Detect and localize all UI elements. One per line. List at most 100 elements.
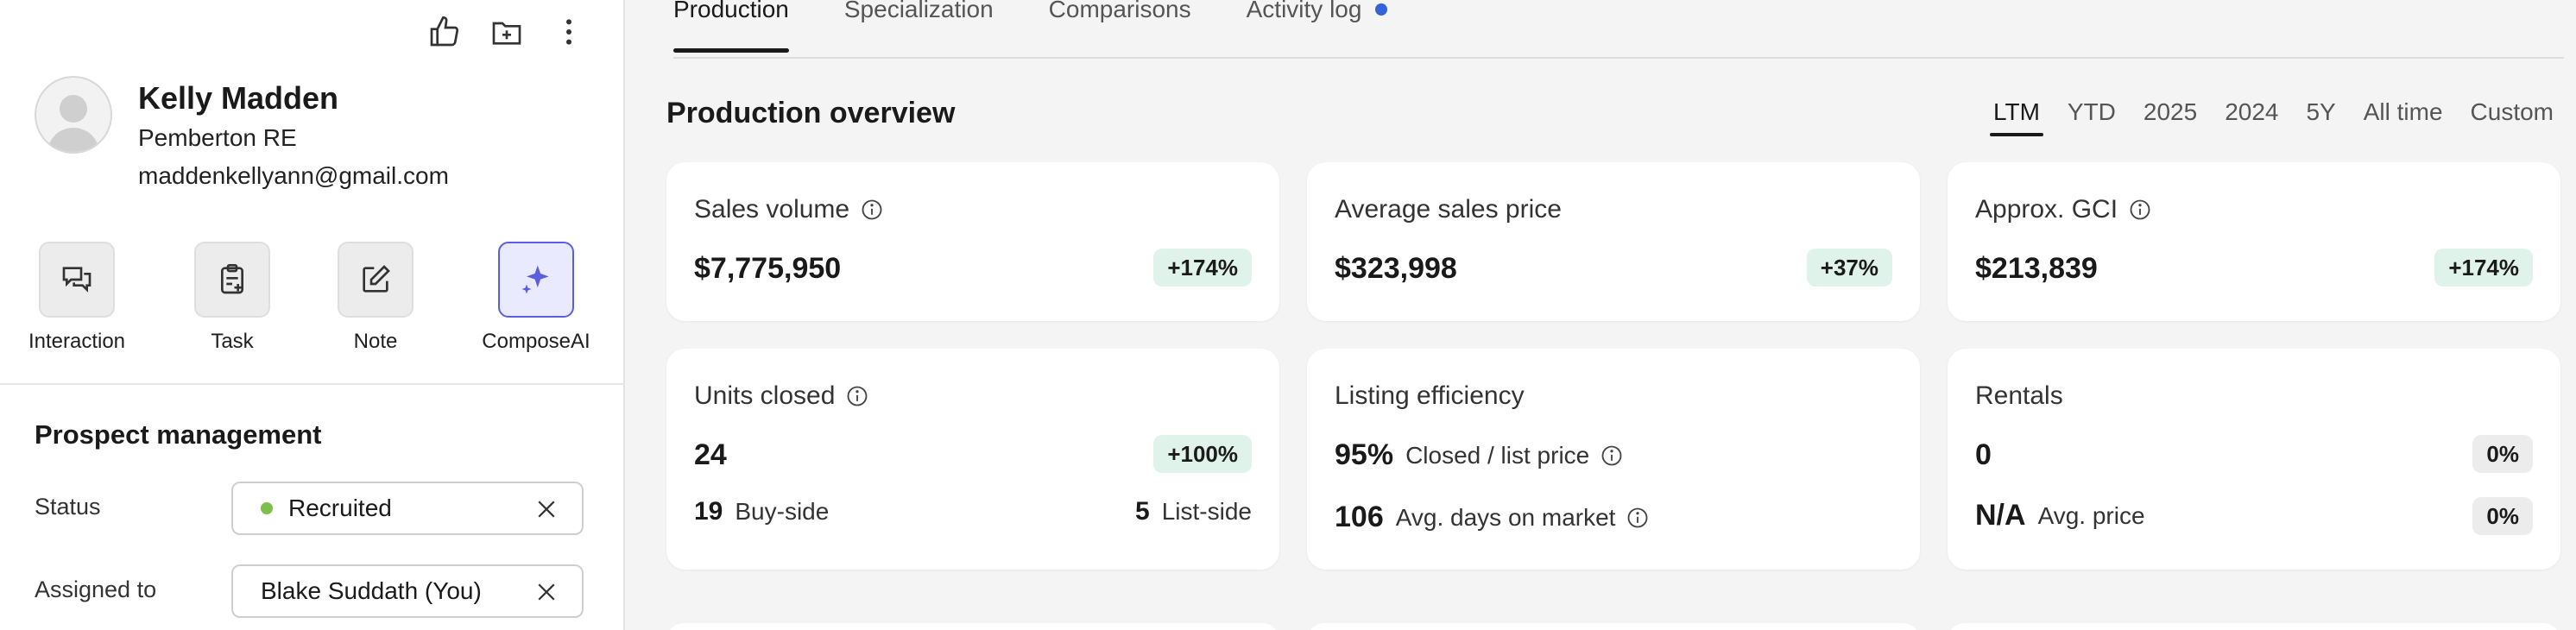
more-vertical-icon[interactable] (549, 12, 589, 52)
rentals-title: Rentals (1975, 381, 2063, 411)
approx-gci-title: Approx. GCI (1975, 195, 2152, 224)
average-sales-price-change-badge: +37% (1806, 249, 1892, 287)
note-button[interactable] (338, 242, 414, 318)
info-icon[interactable] (1600, 444, 1624, 468)
tab-activity-log-label: Activity log (1246, 0, 1362, 22)
sales-volume-value: $7,775,950 (694, 252, 842, 285)
listing-efficiency-title: Listing efficiency (1335, 381, 1525, 411)
approx-gci-value: $213,839 (1975, 252, 2098, 285)
closed-list-ratio-label: Closed / list price (1405, 441, 1590, 469)
list-side-stat: 5 List-side (1135, 497, 1252, 526)
folder-add-icon[interactable] (487, 12, 527, 52)
approx-gci-change-badge: +174% (2434, 249, 2533, 287)
composeai-action[interactable]: ComposeAI (463, 242, 609, 354)
days-on-market-label: Avg. days on market (1395, 503, 1616, 531)
contact-company: Pemberton RE (138, 124, 297, 151)
assigned-field[interactable]: Blake Suddath (You) (231, 564, 584, 618)
listing-efficiency-card: Listing efficiency 95% Closed / list pri… (1307, 349, 1920, 570)
interaction-button[interactable] (39, 242, 115, 318)
approx-gci-label: Approx. GCI (1975, 195, 2118, 224)
info-icon[interactable] (1626, 506, 1650, 530)
info-icon[interactable] (2128, 198, 2152, 222)
rentals-card: Rentals 0 0% N/A Avg. price 0% (1948, 349, 2560, 570)
sales-volume-change-badge: +174% (1153, 249, 1252, 287)
assigned-label: Assigned to (35, 576, 157, 602)
info-icon[interactable] (860, 198, 884, 222)
days-on-market-value: 106 (1335, 501, 1384, 533)
period-2025[interactable]: 2025 (2143, 98, 2198, 125)
composeai-label: ComposeAI (482, 330, 590, 353)
buy-side-count: 19 (694, 497, 723, 526)
note-label: Note (353, 330, 398, 353)
buy-side-stat: 19 Buy-side (694, 497, 829, 526)
period-ytd[interactable]: YTD (2067, 98, 2116, 125)
interaction-action[interactable]: Interaction (3, 242, 150, 354)
units-closed-card: Units closed 24 +100% 19 Buy-side 5 List… (666, 349, 1279, 570)
tab-bar: Production Specialization Comparisons Ac… (673, 0, 1388, 57)
task-button[interactable] (194, 242, 270, 318)
listing-efficiency-label: Listing efficiency (1335, 381, 1525, 410)
contact-panel: Kelly Madden Pemberton RE maddenkellyann… (0, 0, 625, 630)
period-custom[interactable]: Custom (2470, 98, 2554, 125)
average-sales-price-title: Average sales price (1335, 195, 1562, 224)
status-value: Recruited (288, 495, 392, 521)
task-action[interactable]: Task (159, 242, 306, 354)
days-on-market-stat: 106 Avg. days on market (1335, 501, 1650, 534)
rentals-avg-price-value: N/A (1975, 499, 2026, 532)
main-content: Production Specialization Comparisons Ac… (627, 0, 2576, 630)
units-closed-change-badge: +100% (1153, 435, 1252, 473)
units-closed-label: Units closed (694, 381, 836, 410)
assigned-value: Blake Suddath (You) (261, 577, 482, 604)
tab-underline (673, 57, 2564, 59)
note-action[interactable]: Note (302, 242, 449, 354)
composeai-button[interactable] (498, 242, 574, 318)
thumbs-up-icon[interactable] (425, 12, 464, 52)
period-5y[interactable]: 5Y (2306, 98, 2336, 125)
rentals-avg-price-stat: N/A Avg. price (1975, 499, 2145, 532)
contact-actions (425, 12, 589, 52)
units-closed-value: 24 (694, 438, 727, 471)
production-overview-title: Production overview (666, 97, 956, 129)
prospect-management-title: Prospect management (35, 419, 322, 450)
rentals-avg-price-badge: 0% (2472, 497, 2533, 535)
chat-bubbles-icon (62, 267, 92, 293)
rentals-change-badge: 0% (2472, 435, 2533, 473)
next-card-peek (1948, 623, 2560, 630)
average-sales-price-label: Average sales price (1335, 195, 1562, 224)
list-side-count: 5 (1135, 497, 1150, 526)
rentals-label: Rentals (1975, 381, 2063, 410)
tab-specialization[interactable]: Specialization (843, 0, 994, 22)
profile-info: Kelly Madden Pemberton RE maddenkellyann… (138, 79, 449, 192)
next-card-peek (1307, 623, 1920, 630)
clear-assigned-icon[interactable] (534, 579, 559, 605)
status-label: Status (35, 494, 101, 520)
clipboard-add-icon (221, 264, 243, 294)
closed-list-price-stat: 95% Closed / list price (1335, 438, 1624, 472)
edit-note-icon (363, 265, 390, 293)
clear-status-icon[interactable] (534, 496, 559, 522)
sparkle-icon (521, 265, 549, 294)
quick-actions: Interaction Task Note ComposeAI (0, 242, 625, 371)
period-2024[interactable]: 2024 (2225, 98, 2279, 125)
contact-email[interactable]: maddenkellyann@gmail.com (138, 162, 449, 189)
sales-volume-card: Sales volume $7,775,950 +174% (666, 162, 1279, 321)
tab-comparisons[interactable]: Comparisons (1048, 0, 1191, 22)
interaction-label: Interaction (28, 330, 126, 353)
list-side-label: List-side (1161, 498, 1252, 525)
tab-production[interactable]: Production (673, 0, 789, 53)
status-dot (261, 502, 273, 514)
sales-volume-title: Sales volume (694, 195, 884, 224)
average-sales-price-card: Average sales price $323,998 +37% (1307, 162, 1920, 321)
sales-volume-label: Sales volume (694, 195, 850, 224)
info-icon[interactable] (845, 384, 869, 408)
activity-indicator-dot (1375, 3, 1388, 16)
period-selector: LTM YTD 2025 2024 5Y All time Custom (1989, 98, 2554, 136)
contact-name: Kelly Madden (138, 80, 339, 116)
divider (0, 383, 625, 385)
status-field[interactable]: Recruited (231, 482, 584, 535)
period-all-time[interactable]: All time (2363, 98, 2443, 125)
period-ltm[interactable]: LTM (1989, 98, 2043, 136)
task-label: Task (211, 330, 254, 353)
tab-activity-log[interactable]: Activity log (1247, 0, 1388, 22)
next-card-peek (666, 623, 1279, 630)
